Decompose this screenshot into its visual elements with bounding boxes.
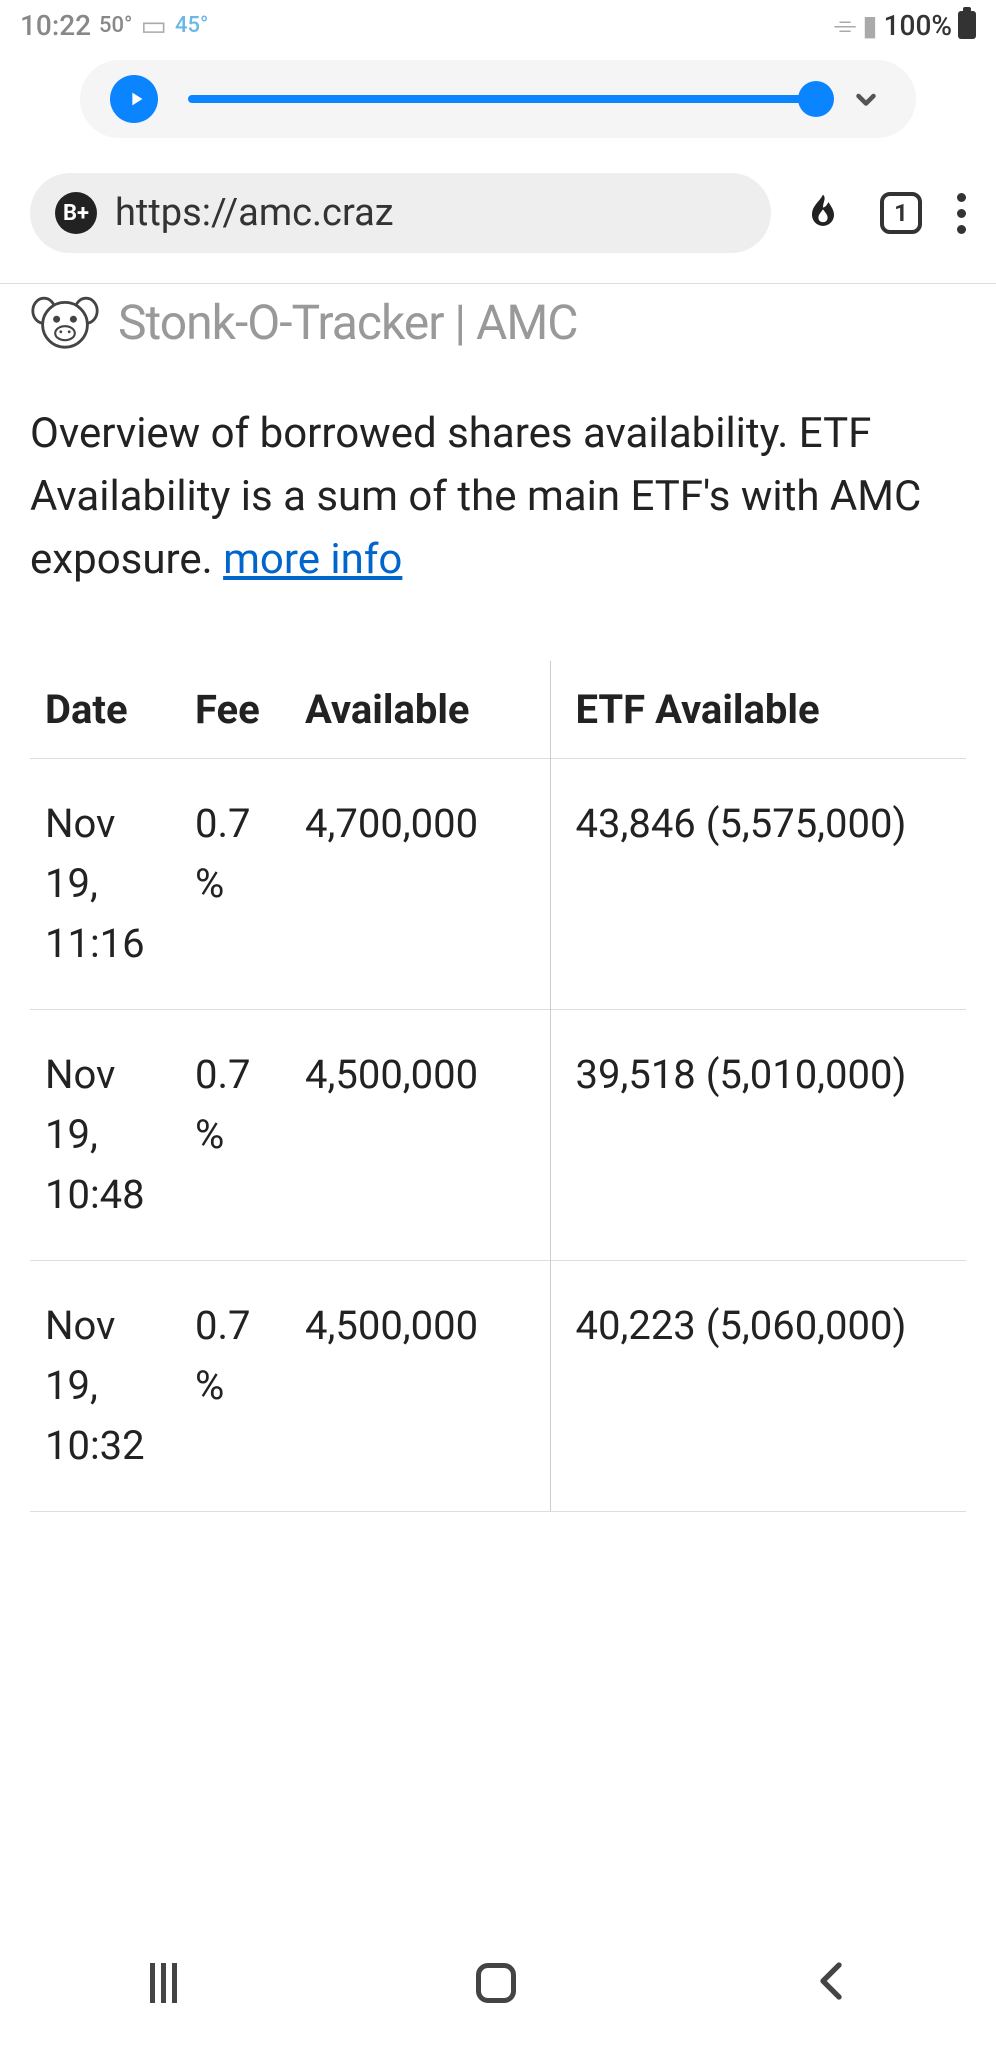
recent-apps-button[interactable] <box>150 1963 177 2003</box>
media-player <box>80 60 916 138</box>
col-available: Available <box>290 661 550 759</box>
battery-percent: 100% <box>884 9 952 42</box>
cell-etf: 39,518 (5,010,000) <box>550 1010 966 1261</box>
page-content: Stonk-O-Tracker | AMC Overview of borrow… <box>0 284 996 1512</box>
cell-available: 4,500,000 <box>290 1261 550 1512</box>
browser-icons: 1 <box>801 191 966 235</box>
chevron-down-icon <box>848 81 884 117</box>
picture-icon: ▭ <box>140 9 166 42</box>
status-bar: 10:22 50° ▭ 45° ⌯ ▮ 100% <box>0 0 996 50</box>
cell-etf: 40,223 (5,060,000) <box>550 1261 966 1512</box>
status-temp2: 45° <box>175 13 208 38</box>
status-left: 10:22 50° ▭ 45° <box>20 9 208 42</box>
cell-fee: 0.7 % <box>180 1010 290 1261</box>
back-icon <box>815 1958 847 2004</box>
page-description: Overview of borrowed shares availability… <box>30 382 966 611</box>
col-etf: ETF Available <box>550 661 966 759</box>
status-temp1: 50° <box>99 13 132 38</box>
description-text: Overview of borrowed shares availability… <box>30 409 921 584</box>
monkey-icon <box>30 292 100 352</box>
signal-icon: ▮ <box>862 9 877 42</box>
back-button[interactable] <box>815 1958 847 2008</box>
table-row: Nov 19, 10:32 0.7 % 4,500,000 40,223 (5,… <box>30 1261 966 1512</box>
shares-table: Date Fee Available ETF Available Nov 19,… <box>30 661 966 1512</box>
page-title: Stonk-O-Tracker | AMC <box>118 294 578 351</box>
media-slider[interactable] <box>188 95 816 103</box>
cell-fee: 0.7 % <box>180 1261 290 1512</box>
col-fee: Fee <box>180 661 290 759</box>
cell-date: Nov 19, 10:32 <box>30 1261 180 1512</box>
more-info-link[interactable]: more info <box>223 535 402 584</box>
cell-date: Nov 19, 10:48 <box>30 1010 180 1261</box>
slider-thumb[interactable] <box>798 81 834 117</box>
android-nav-bar <box>0 1918 996 2048</box>
status-time: 10:22 <box>20 9 91 42</box>
page-header: Stonk-O-Tracker | AMC <box>30 284 966 382</box>
tabs-button[interactable]: 1 <box>880 192 922 234</box>
more-menu-button[interactable] <box>957 193 966 234</box>
cell-fee: 0.7 % <box>180 759 290 1010</box>
status-right: ⌯ ▮ 100% <box>834 8 976 42</box>
browser-bar: B+ https://amc.craz 1 <box>0 158 996 278</box>
security-badge[interactable]: B+ <box>55 192 97 234</box>
table-header-row: Date Fee Available ETF Available <box>30 661 966 759</box>
home-button[interactable] <box>476 1963 516 2003</box>
flame-icon[interactable] <box>801 191 845 235</box>
cell-date: Nov 19, 11:16 <box>30 759 180 1010</box>
cell-available: 4,700,000 <box>290 759 550 1010</box>
address-bar[interactable]: B+ https://amc.craz <box>30 173 771 253</box>
url-text: https://amc.craz <box>115 191 394 235</box>
table-row: Nov 19, 10:48 0.7 % 4,500,000 39,518 (5,… <box>30 1010 966 1261</box>
battery-icon <box>958 11 976 39</box>
collapse-button[interactable] <box>846 79 886 119</box>
table-row: Nov 19, 11:16 0.7 % 4,700,000 43,846 (5,… <box>30 759 966 1010</box>
play-icon <box>125 88 147 110</box>
play-button[interactable] <box>110 75 158 123</box>
cell-available: 4,500,000 <box>290 1010 550 1261</box>
cell-etf: 43,846 (5,575,000) <box>550 759 966 1010</box>
wifi-icon: ⌯ <box>834 8 856 42</box>
col-date: Date <box>30 661 180 759</box>
